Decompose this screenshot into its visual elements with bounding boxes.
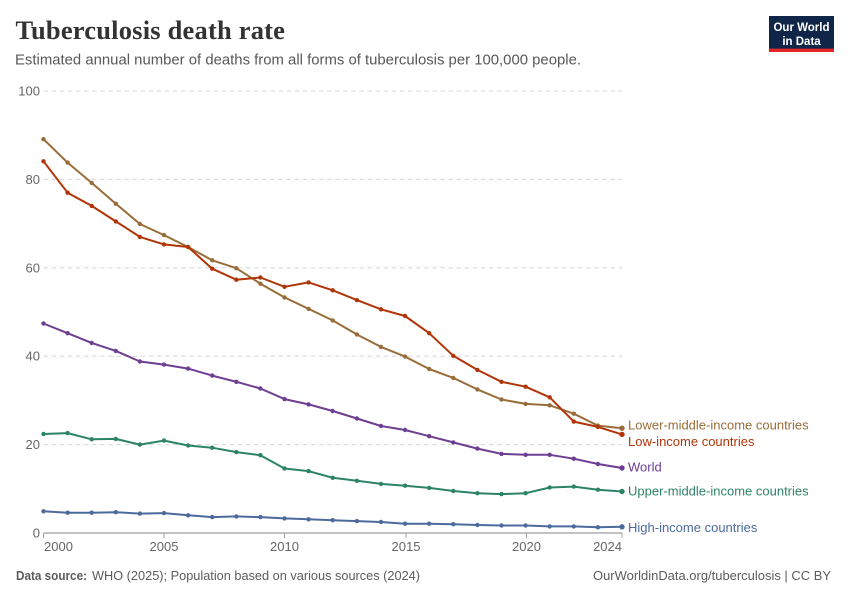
svg-text:in Data: in Data: [782, 36, 821, 48]
svg-text:Estimated annual number of dea: Estimated annual number of deaths from a…: [15, 52, 581, 69]
svg-text:60: 60: [26, 260, 40, 275]
svg-text:0: 0: [33, 526, 40, 541]
svg-text:20: 20: [26, 437, 40, 452]
svg-text:High-income countries: High-income countries: [628, 520, 758, 535]
svg-text:100: 100: [18, 84, 40, 99]
svg-text:Tuberculosis death rate: Tuberculosis death rate: [16, 15, 286, 45]
svg-text:2000: 2000: [44, 539, 73, 554]
svg-text:2015: 2015: [392, 539, 421, 554]
svg-text:Upper-middle-income countries: Upper-middle-income countries: [628, 484, 809, 499]
svg-text:80: 80: [26, 172, 40, 187]
svg-text:Our World: Our World: [773, 22, 829, 34]
svg-text:2010: 2010: [270, 539, 299, 554]
svg-text:Data source:: Data source:: [16, 568, 87, 583]
svg-text:2020: 2020: [512, 539, 541, 554]
svg-text:WHO (2025); Population based o: WHO (2025); Population based on various …: [92, 568, 420, 583]
svg-text:2024: 2024: [593, 539, 622, 554]
svg-text:OurWorldinData.org/tuberculosi: OurWorldinData.org/tuberculosis | CC BY: [593, 568, 831, 583]
svg-text:Lower-middle-income countries: Lower-middle-income countries: [628, 417, 809, 432]
svg-text:World: World: [628, 459, 662, 474]
svg-text:Low-income countries: Low-income countries: [628, 434, 755, 449]
svg-text:40: 40: [26, 349, 40, 364]
svg-text:2005: 2005: [150, 539, 179, 554]
